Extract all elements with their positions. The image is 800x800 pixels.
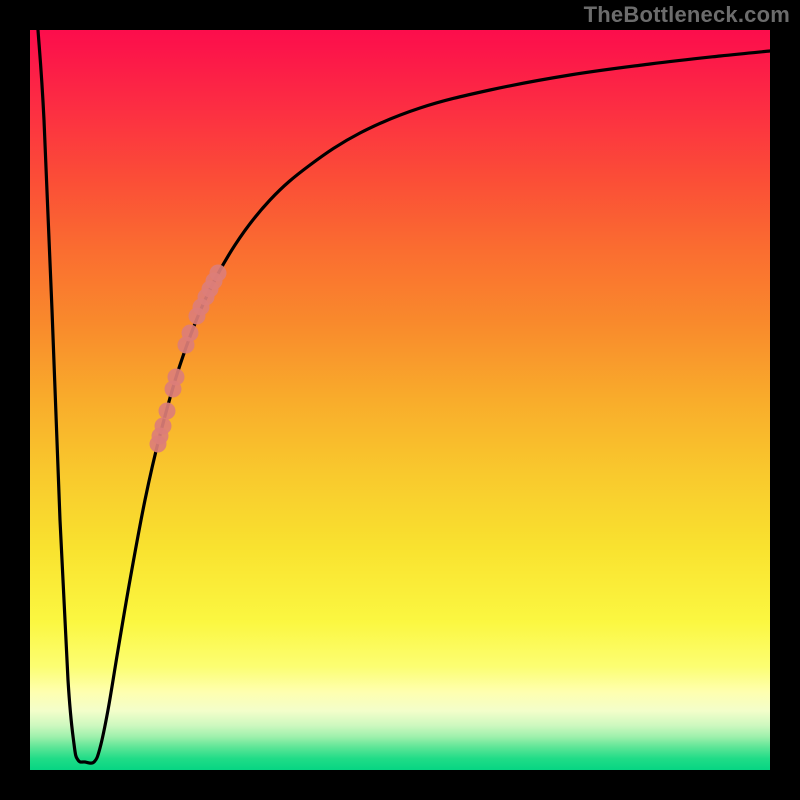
watermark-text: TheBottleneck.com (584, 2, 790, 28)
data-marker (159, 403, 176, 420)
data-marker (168, 369, 185, 386)
bottleneck-chart-svg (0, 0, 800, 800)
gradient-background (30, 30, 770, 770)
data-marker (210, 265, 227, 282)
data-marker (155, 418, 172, 435)
data-marker (182, 325, 199, 342)
chart-container: TheBottleneck.com (0, 0, 800, 800)
